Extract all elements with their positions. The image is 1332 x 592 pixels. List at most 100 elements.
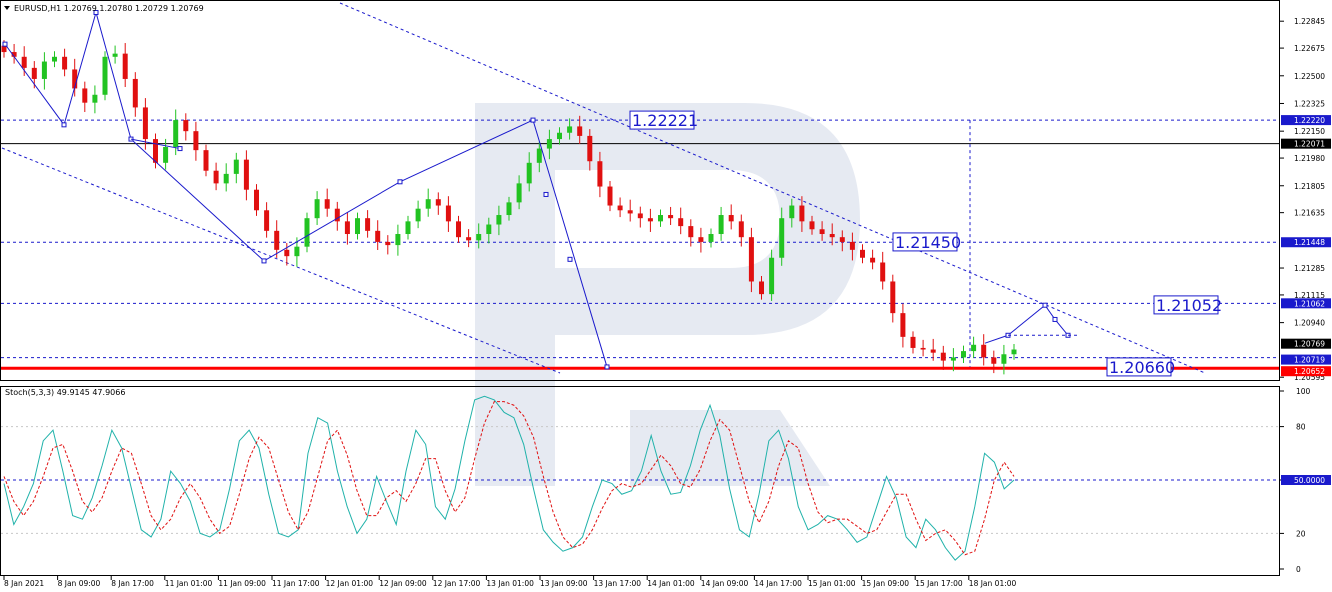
- candle-body: [415, 208, 421, 222]
- stoch-axis-label: 20: [1296, 529, 1306, 538]
- candle-body: [860, 249, 865, 258]
- candle-body: [92, 94, 98, 103]
- price-badge-label: 1.20769: [1294, 340, 1325, 349]
- level-label-box: [629, 110, 695, 130]
- candle-body: [557, 132, 562, 140]
- candle-body: [829, 234, 835, 238]
- candle-body: [627, 210, 633, 214]
- candle-body: [900, 313, 906, 337]
- time-axis-label: 15 Jan 01:00: [808, 579, 856, 588]
- candle-body: [819, 229, 825, 235]
- candle-body: [759, 281, 764, 295]
- candle-body: [486, 224, 492, 235]
- candle-body: [587, 135, 593, 162]
- candle-body: [163, 146, 169, 163]
- candle-body: [243, 159, 249, 190]
- candle-body: [122, 53, 128, 79]
- stochastic-lines: [3, 395, 1015, 561]
- time-axis-label: 8 Jan 17:00: [111, 579, 154, 588]
- stoch-mid-badge-label: 50.0000: [1294, 476, 1325, 485]
- price-axis-label: 1.21805: [1294, 182, 1325, 191]
- candle-body: [678, 218, 684, 227]
- candle-body: [708, 234, 714, 242]
- candle-body: [375, 230, 381, 242]
- candle-body: [991, 357, 997, 364]
- candle-body: [738, 221, 744, 238]
- candle-body: [405, 221, 411, 235]
- candle-body: [52, 56, 57, 62]
- candle-body: [546, 139, 552, 149]
- candle-body: [476, 234, 482, 241]
- price-axis-label: 1.22150: [1294, 127, 1325, 136]
- time-axis-label: 13 Jan 01:00: [486, 579, 534, 588]
- candle-body: [779, 218, 785, 258]
- candle-body: [496, 215, 502, 225]
- time-axis-label: 11 Jan 17:00: [272, 579, 320, 588]
- caret-down-icon[interactable]: [4, 6, 10, 10]
- candle-body: [183, 120, 189, 132]
- candle-body: [839, 237, 845, 242]
- candle-body: [41, 61, 47, 79]
- candle-body: [981, 344, 987, 358]
- forecast-node: [1052, 316, 1058, 322]
- trend-line-lower: [1, 147, 561, 374]
- time-axis-label: 13 Jan 09:00: [540, 579, 588, 588]
- candle-body: [112, 53, 118, 57]
- price-badges: 1.22220 1.22071 1.21448 1.21062 1.20769 1.207…: [1281, 115, 1331, 485]
- wave-node: [530, 117, 536, 123]
- candle-body: [1011, 349, 1017, 355]
- time-axis-label: 15 Jan 09:00: [862, 579, 910, 588]
- candle-body: [395, 234, 401, 246]
- candle-body: [385, 241, 391, 246]
- candle-body: [72, 69, 78, 89]
- time-axis-label: 15 Jan 17:00: [915, 579, 963, 588]
- candle-body: [647, 218, 653, 222]
- time-axis-label: 14 Jan 09:00: [701, 579, 749, 588]
- price-badge-label: 1.22220: [1294, 116, 1325, 125]
- stoch-title: Stoch(5,3,3) 49.9145 47.9066: [5, 388, 125, 397]
- candle-body: [314, 199, 320, 219]
- candle-body: [31, 67, 37, 79]
- forecast-node: [1042, 302, 1048, 308]
- price-axis-label: 1.22675: [1294, 44, 1325, 53]
- candle-body: [355, 218, 360, 235]
- candle-body: [82, 88, 88, 103]
- wave-node: [2, 41, 8, 47]
- level-label: 1.21052: [1156, 296, 1222, 315]
- wave-node: [61, 122, 67, 128]
- candle-body: [849, 241, 855, 250]
- level-lines: [1, 2, 1279, 534]
- candles: [1, 40, 1017, 375]
- candle-body: [203, 150, 209, 171]
- candle-body: [789, 205, 795, 219]
- candle-body: [880, 262, 886, 282]
- price-badge: [1281, 298, 1331, 309]
- price-axis-label: 1.20940: [1294, 319, 1325, 328]
- price-axis-label: 1.21980: [1294, 154, 1325, 163]
- candle-body: [577, 126, 583, 136]
- price-badge-label: 1.20719: [1294, 356, 1325, 365]
- candle-body: [1, 45, 7, 53]
- candle-body: [304, 218, 310, 247]
- candle-body: [698, 237, 704, 242]
- time-axis-label: 12 Jan 17:00: [433, 579, 481, 588]
- price-axis-label: 1.22500: [1294, 72, 1325, 81]
- wave-node: [261, 258, 267, 264]
- wave-line: [4, 10, 608, 368]
- candle-body: [213, 170, 219, 184]
- trend-line-upper: [339, 2, 1206, 374]
- candle-body: [132, 78, 138, 108]
- zigzag-lines: 1.22221 1.21450 1.21052 1.20660: [2, 9, 1222, 377]
- time-axis-label: 13 Jan 17:00: [594, 579, 642, 588]
- stoch-axis-label: 0: [1296, 565, 1301, 574]
- price-badge: [1281, 366, 1331, 377]
- price-axis-label: 1.22325: [1294, 99, 1325, 108]
- candle-body: [940, 352, 946, 361]
- stoch-axis-label: 80: [1296, 423, 1306, 432]
- candle-body: [334, 208, 340, 222]
- level-label-box: [892, 232, 958, 252]
- wave-node: [604, 364, 610, 370]
- candle-body: [456, 221, 461, 238]
- level-label: 1.22221: [632, 111, 698, 130]
